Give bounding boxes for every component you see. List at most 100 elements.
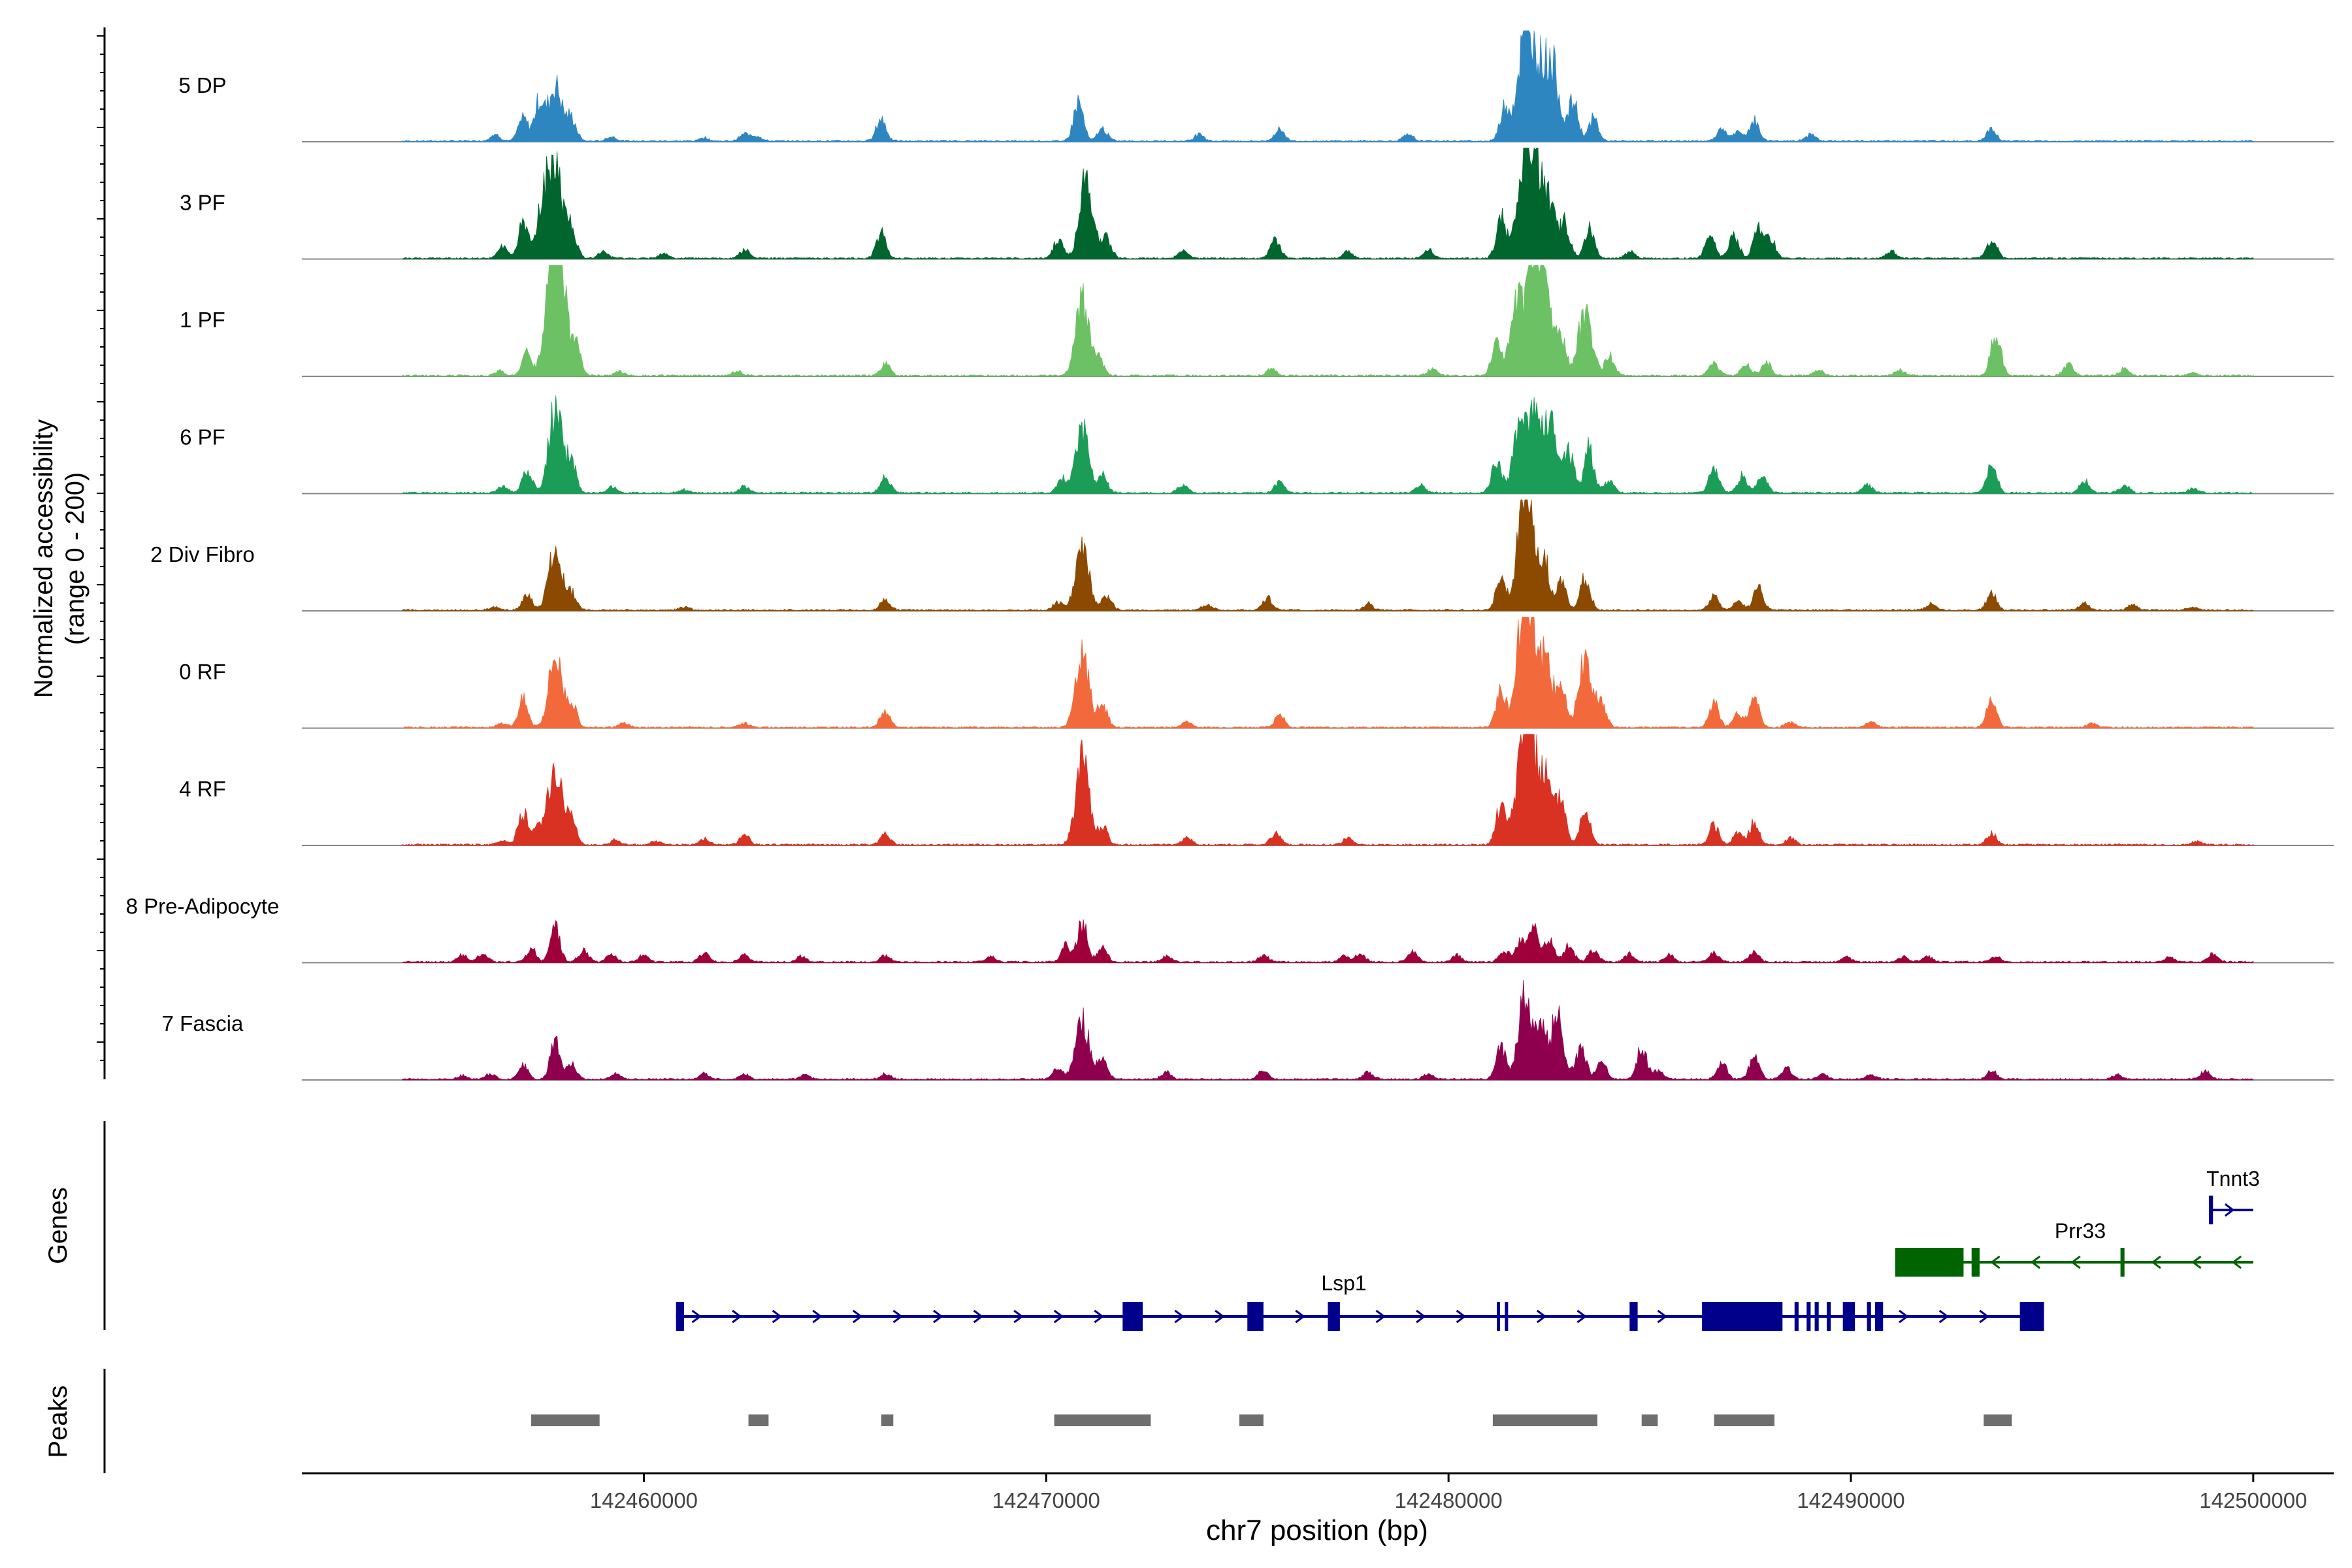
x-axis-ticks: 142460000 142470000 142480000 142490000 1425… xyxy=(590,1473,2307,1512)
strand-chevron xyxy=(1990,1255,2001,1269)
strand-chevron xyxy=(1536,1309,1547,1324)
x-tick-label: 142490000 xyxy=(1797,1488,1904,1512)
strand-chevron xyxy=(1979,1309,1989,1324)
gene-lsp1: Lsp1 xyxy=(676,1271,2044,1331)
peak-region xyxy=(1054,1414,1151,1426)
track-4: 6 PF xyxy=(180,395,2334,495)
strand-chevron xyxy=(1576,1309,1587,1324)
exon xyxy=(1874,1302,1884,1331)
track-8: 8 Pre-Adipocyte xyxy=(126,894,2334,964)
gene-prr33: Prr33 xyxy=(1895,1219,2253,1277)
x-tick-label: 142470000 xyxy=(992,1488,1100,1512)
track-1: 5 DP xyxy=(178,30,2334,142)
exon xyxy=(676,1302,685,1331)
strand-chevron xyxy=(1375,1309,1386,1324)
track-7: 4 RF xyxy=(179,734,2334,846)
coverage-area xyxy=(402,265,2254,377)
strand-chevron xyxy=(1013,1309,1024,1324)
track-2: 3 PF xyxy=(180,147,2334,260)
exon xyxy=(1842,1302,1855,1331)
strand-chevron xyxy=(852,1309,863,1324)
coverage-area xyxy=(402,395,2254,495)
gene-name-label: Prr33 xyxy=(2055,1219,2106,1243)
track-label: 5 DP xyxy=(178,73,226,97)
exon xyxy=(1827,1302,1831,1331)
peak-region xyxy=(881,1414,894,1426)
peak-region xyxy=(748,1414,769,1426)
y-axis-title-line1: Normalized accessibility xyxy=(29,419,58,698)
track-label: 3 PF xyxy=(180,191,225,215)
gene-tnnt3: Tnnt3 xyxy=(2206,1167,2260,1224)
coverage-area xyxy=(402,980,2254,1081)
exon xyxy=(1794,1302,1799,1331)
track-9: 7 Fascia xyxy=(162,980,2334,1081)
exon xyxy=(1247,1302,1264,1331)
exon xyxy=(1497,1302,1501,1331)
track-label: 0 RF xyxy=(179,660,226,684)
exon xyxy=(1814,1302,1819,1331)
track-label: 8 Pre-Adipocyte xyxy=(126,894,280,919)
strand-chevron xyxy=(2224,1203,2235,1217)
gene-name-label: Lsp1 xyxy=(1321,1271,1366,1295)
strand-chevron xyxy=(1899,1309,1909,1324)
x-axis-title: chr7 position (bp) xyxy=(1206,1514,1428,1546)
track-5: 2 Div Fibro xyxy=(150,499,2334,612)
strand-chevron xyxy=(1295,1309,1305,1324)
genes-panel-label: Genes xyxy=(44,1187,73,1264)
strand-chevron xyxy=(1456,1309,1467,1324)
peak-region xyxy=(1492,1414,1598,1426)
track-label: 6 PF xyxy=(180,425,225,449)
strand-chevron xyxy=(1174,1309,1185,1324)
track-label: 1 PF xyxy=(180,308,225,332)
strand-chevron xyxy=(933,1309,943,1324)
x-tick-label: 142500000 xyxy=(2199,1488,2307,1512)
peak-region xyxy=(1641,1414,1658,1426)
track-3: 1 PF xyxy=(180,265,2334,377)
exon xyxy=(1629,1302,1638,1331)
exon xyxy=(2019,1302,2044,1331)
coverage-area xyxy=(402,499,2254,612)
peaks-panel-label: Peaks xyxy=(44,1385,73,1458)
exon xyxy=(1867,1302,1871,1331)
peak-region xyxy=(1984,1414,2012,1426)
strand-chevron xyxy=(1657,1309,1668,1324)
x-tick-label: 142480000 xyxy=(1395,1488,1503,1512)
strand-chevron xyxy=(2231,1255,2242,1269)
peak-region xyxy=(1239,1414,1264,1426)
exon xyxy=(1971,1248,1980,1277)
coverage-area xyxy=(402,617,2254,729)
strand-chevron xyxy=(973,1309,984,1324)
strand-chevron xyxy=(1094,1309,1104,1324)
strand-chevron xyxy=(1053,1309,1064,1324)
coverage-tracks: 5 DP 3 PF 1 PF 6 PF 2 Div Fibro 0 RF 4 RF 8 Pre… xyxy=(126,30,2334,1081)
gene-models: Lsp1 Prr33 Tnnt3 xyxy=(676,1167,2260,1331)
strand-chevron xyxy=(2151,1255,2161,1269)
track-label: 4 RF xyxy=(179,777,226,801)
x-tick-label: 142460000 xyxy=(590,1488,698,1512)
strand-chevron xyxy=(772,1309,783,1324)
strand-chevron xyxy=(691,1309,702,1324)
gene-name-label: Tnnt3 xyxy=(2206,1167,2260,1190)
strand-chevron xyxy=(2191,1255,2202,1269)
track-6: 0 RF xyxy=(179,617,2334,729)
exon xyxy=(2209,1196,2213,1224)
exon xyxy=(2120,1248,2125,1277)
strand-chevron xyxy=(892,1309,903,1324)
coverage-area xyxy=(402,147,2254,260)
strand-chevron xyxy=(1215,1309,1225,1324)
strand-chevron xyxy=(1416,1309,1426,1324)
exon xyxy=(1328,1302,1340,1331)
strand-chevron xyxy=(1938,1309,1950,1324)
strand-chevron xyxy=(2070,1255,2081,1269)
strand-chevron xyxy=(2030,1255,2041,1269)
track-y-axis-ticks xyxy=(97,35,105,1061)
coverage-area xyxy=(402,919,2254,964)
track-label: 2 Div Fibro xyxy=(150,542,255,566)
y-axis-title-line2: (range 0 - 200) xyxy=(61,472,90,645)
exon xyxy=(1122,1302,1143,1331)
track-label: 7 Fascia xyxy=(162,1011,244,1036)
coverage-area xyxy=(402,30,2254,142)
coverage-area xyxy=(402,734,2254,846)
strand-chevron xyxy=(732,1309,742,1324)
